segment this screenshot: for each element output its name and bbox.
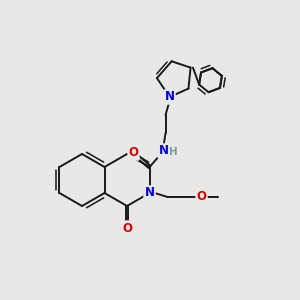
Text: N: N <box>164 91 175 103</box>
Text: N: N <box>164 91 175 103</box>
Text: O: O <box>122 221 132 235</box>
Text: N: N <box>145 187 154 200</box>
Text: O: O <box>196 190 206 203</box>
Text: O: O <box>196 190 206 203</box>
Text: O: O <box>128 146 139 160</box>
Text: N: N <box>158 145 169 158</box>
Text: N: N <box>145 187 154 200</box>
Text: O: O <box>128 146 139 160</box>
Text: N: N <box>158 145 169 158</box>
Text: O: O <box>122 221 132 235</box>
Text: H: H <box>169 147 178 157</box>
Text: H: H <box>169 147 178 157</box>
